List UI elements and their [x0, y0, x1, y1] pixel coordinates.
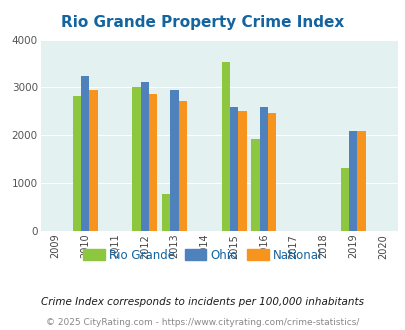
- Bar: [267, 113, 276, 231]
- Bar: [229, 107, 238, 231]
- Bar: [162, 194, 170, 231]
- Bar: [170, 90, 178, 231]
- Bar: [72, 96, 81, 231]
- Text: Rio Grande Property Crime Index: Rio Grande Property Crime Index: [61, 15, 344, 30]
- Bar: [81, 76, 89, 231]
- Text: Crime Index corresponds to incidents per 100,000 inhabitants: Crime Index corresponds to incidents per…: [41, 297, 364, 307]
- Bar: [238, 111, 246, 231]
- Text: © 2025 CityRating.com - https://www.cityrating.com/crime-statistics/: © 2025 CityRating.com - https://www.city…: [46, 318, 359, 327]
- Bar: [348, 131, 356, 231]
- Bar: [89, 90, 98, 231]
- Bar: [149, 94, 157, 231]
- Bar: [251, 139, 259, 231]
- Bar: [140, 82, 149, 231]
- Bar: [259, 107, 267, 231]
- Bar: [356, 130, 365, 231]
- Bar: [340, 168, 348, 231]
- Legend: Rio Grande, Ohio, National: Rio Grande, Ohio, National: [79, 244, 326, 266]
- Bar: [132, 87, 140, 231]
- Bar: [178, 101, 187, 231]
- Bar: [221, 62, 229, 231]
